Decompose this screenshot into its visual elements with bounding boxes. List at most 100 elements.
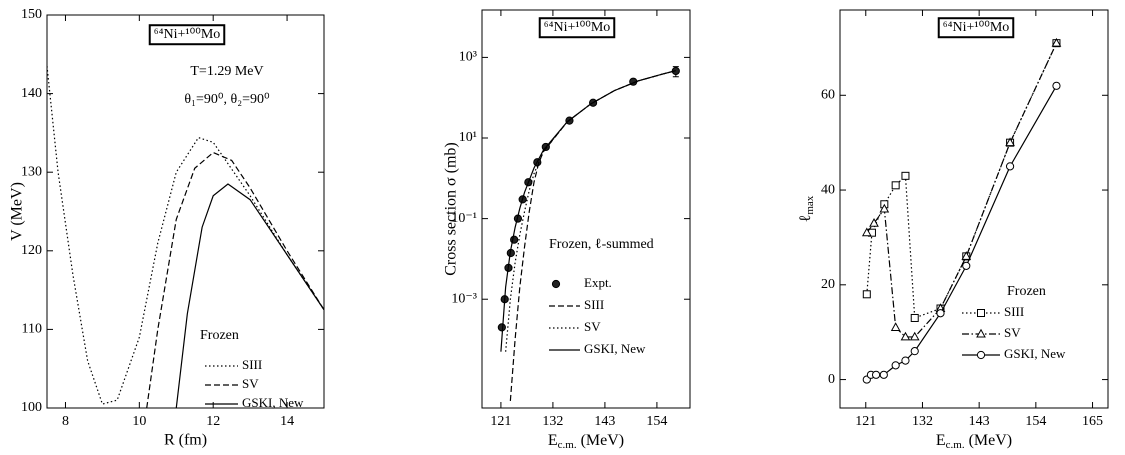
x-axis-label-unit: (MeV) — [969, 432, 1013, 449]
plot-frame — [839, 9, 1109, 409]
x-axis-label-symbol: E — [936, 432, 946, 449]
marker — [879, 203, 890, 213]
marker — [976, 328, 986, 338]
y-tick-label: 10³ — [459, 50, 477, 65]
legend-label: SV — [1004, 325, 1021, 340]
y-tick-label: 20 — [821, 277, 835, 292]
marker — [900, 331, 911, 341]
y-tick-label: 120 — [21, 243, 42, 258]
marker — [962, 261, 971, 270]
x-axis-label: Ec.m. (MeV) — [548, 432, 624, 451]
marker — [879, 370, 888, 379]
legend-label: SIII — [584, 297, 604, 312]
y-axis-label-subscript: max — [804, 195, 816, 214]
marker — [891, 181, 900, 190]
plot-area — [497, 66, 680, 401]
legend-label: GSKI, New — [242, 395, 304, 410]
x-tick-label: 154 — [646, 414, 667, 429]
legend-label: Expt. — [584, 275, 612, 290]
x-axis-label-subscript: c.m. — [946, 439, 965, 451]
x-tick-label: 14 — [280, 414, 294, 429]
marker — [551, 279, 561, 289]
x-tick-label: 143 — [969, 414, 990, 429]
marker — [910, 347, 919, 356]
series-line — [866, 42, 1058, 319]
chart-title: ⁶⁴Ni+¹⁰⁰Mo — [154, 27, 221, 42]
marker — [861, 227, 872, 237]
plot-frame — [481, 9, 691, 409]
y-tick-label: 10⁻³ — [451, 291, 477, 306]
legend-label: SV — [584, 319, 601, 334]
marker — [901, 356, 910, 365]
y-axis-label-symbol: ℓ — [797, 214, 814, 222]
marker — [862, 290, 871, 299]
y-axis-label: Cross section σ (mb) — [443, 142, 460, 276]
x-axis-label-unit: (MeV) — [581, 432, 625, 449]
marker — [977, 309, 985, 317]
y-tick-label: 100 — [21, 400, 42, 415]
y-tick-label: 10⁻¹ — [451, 211, 477, 226]
series-line — [175, 183, 324, 408]
legend-label: SV — [242, 376, 259, 391]
annotation: T=1.29 MeV — [190, 64, 263, 79]
x-tick-label: 165 — [1082, 414, 1103, 429]
title-box — [538, 17, 616, 39]
legend-label: GSKI, New — [1004, 346, 1066, 361]
series-line — [866, 42, 1058, 338]
marker — [961, 251, 972, 260]
plot-area — [47, 66, 324, 408]
series-line — [47, 66, 324, 405]
x-tick-label: 12 — [206, 414, 220, 429]
x-tick-label: 143 — [594, 414, 615, 429]
x-tick-label: 10 — [132, 414, 146, 429]
annotation: θ₁=90⁰, θ₂=90⁰ — [184, 92, 270, 107]
x-axis-label: R (fm) — [164, 432, 207, 449]
y-axis-label: V (MeV) — [9, 182, 26, 241]
legend-title: Frozen, ℓ-summed — [549, 237, 654, 252]
title-box — [148, 24, 226, 46]
marker — [909, 331, 920, 341]
marker — [901, 171, 910, 180]
y-tick-label: 110 — [22, 322, 42, 337]
x-tick-label: 132 — [912, 414, 933, 429]
marker — [1052, 81, 1061, 90]
x-tick-label: 8 — [62, 414, 69, 429]
y-tick-label: 150 — [21, 7, 42, 22]
plot-area — [861, 37, 1062, 384]
x-tick-label: 132 — [542, 414, 563, 429]
marker — [1005, 162, 1015, 171]
y-tick-label: 0 — [828, 372, 835, 387]
marker — [869, 217, 879, 227]
marker — [1005, 137, 1015, 147]
y-tick-label: 10¹ — [459, 130, 477, 145]
legend-label: GSKI, New — [584, 341, 646, 356]
title-box — [937, 17, 1015, 39]
y-tick-label: 130 — [21, 164, 42, 179]
legend-title: Frozen — [200, 328, 239, 343]
marker — [936, 309, 945, 318]
marker — [497, 323, 506, 332]
marker — [891, 361, 900, 370]
x-axis-label: Ec.m. (MeV) — [936, 432, 1012, 451]
y-tick-label: 40 — [821, 182, 835, 197]
plot-frame — [46, 14, 325, 409]
legend-label: SIII — [1004, 304, 1024, 319]
x-tick-label: 121 — [855, 414, 876, 429]
series-line — [509, 70, 676, 401]
x-tick-label: 121 — [490, 414, 511, 429]
series-line — [500, 70, 676, 352]
marker — [976, 350, 986, 360]
legend-label: SIII — [242, 357, 262, 372]
x-axis-label-symbol: E — [548, 432, 558, 449]
marker — [871, 370, 881, 379]
marker — [890, 322, 901, 331]
series-line — [866, 85, 1057, 380]
legend-title: Frozen — [1007, 284, 1046, 299]
x-tick-label: 154 — [1025, 414, 1046, 429]
y-tick-label: 60 — [821, 88, 835, 103]
chart-title: ⁶⁴Ni+¹⁰⁰Mo — [943, 20, 1010, 35]
y-axis-label: ℓmax — [797, 195, 816, 222]
x-axis-label-subscript: c.m. — [558, 439, 577, 451]
series-line — [146, 151, 324, 408]
